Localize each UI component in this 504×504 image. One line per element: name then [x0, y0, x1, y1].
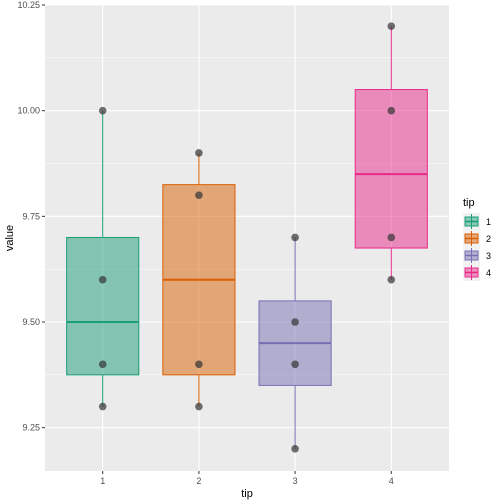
legend: tip 1 2 3 4 — [463, 197, 491, 281]
legend-item-2: 2 — [463, 230, 491, 247]
data-point — [291, 445, 299, 453]
box-1 — [66, 110, 140, 407]
data-point — [291, 233, 299, 242]
y-axis: 9.25 9.50 9.75 10.00 10.25 — [17, 0, 45, 433]
data-point — [98, 275, 107, 284]
data-point — [291, 318, 299, 326]
y-tick-label: 9.75 — [22, 211, 40, 221]
y-tick-label: 9.25 — [22, 423, 40, 433]
data-point — [195, 402, 203, 411]
legend-label: 4 — [486, 268, 491, 278]
boxes — [66, 26, 428, 449]
legend-item-1: 1 — [463, 213, 491, 230]
legend-label: 2 — [486, 234, 491, 244]
x-tick-label: 4 — [389, 476, 394, 486]
x-tick-label: 3 — [293, 476, 298, 486]
data-point — [195, 360, 203, 369]
data-point — [98, 360, 107, 369]
box-body — [354, 89, 428, 249]
data-point — [387, 233, 396, 242]
data-point — [98, 106, 107, 115]
box-4 — [354, 26, 428, 280]
x-axis-title: tip — [241, 488, 253, 500]
y-tick-label: 10.25 — [17, 0, 40, 10]
legend-item-3: 3 — [463, 247, 491, 264]
y-axis-title: value — [4, 225, 16, 251]
x-tick-label: 1 — [100, 476, 105, 486]
data-point — [195, 149, 203, 157]
data-points — [98, 22, 396, 453]
data-point — [98, 402, 107, 411]
y-tick-label: 9.50 — [22, 317, 40, 327]
legend-label: 1 — [486, 217, 491, 227]
data-point — [291, 360, 299, 369]
box-2 — [162, 152, 236, 407]
data-point — [387, 22, 396, 30]
data-point — [387, 106, 396, 115]
legend-item-4: 4 — [463, 264, 491, 281]
y-tick-label: 10.00 — [17, 106, 40, 116]
legend-label: 3 — [486, 251, 491, 261]
x-axis: 1 2 3 4 — [100, 471, 394, 486]
legend-title: tip — [463, 197, 475, 209]
data-point — [387, 275, 396, 284]
data-point — [195, 191, 203, 200]
box-body — [66, 236, 140, 376]
x-tick-label: 2 — [196, 476, 201, 486]
box-3 — [258, 237, 332, 449]
